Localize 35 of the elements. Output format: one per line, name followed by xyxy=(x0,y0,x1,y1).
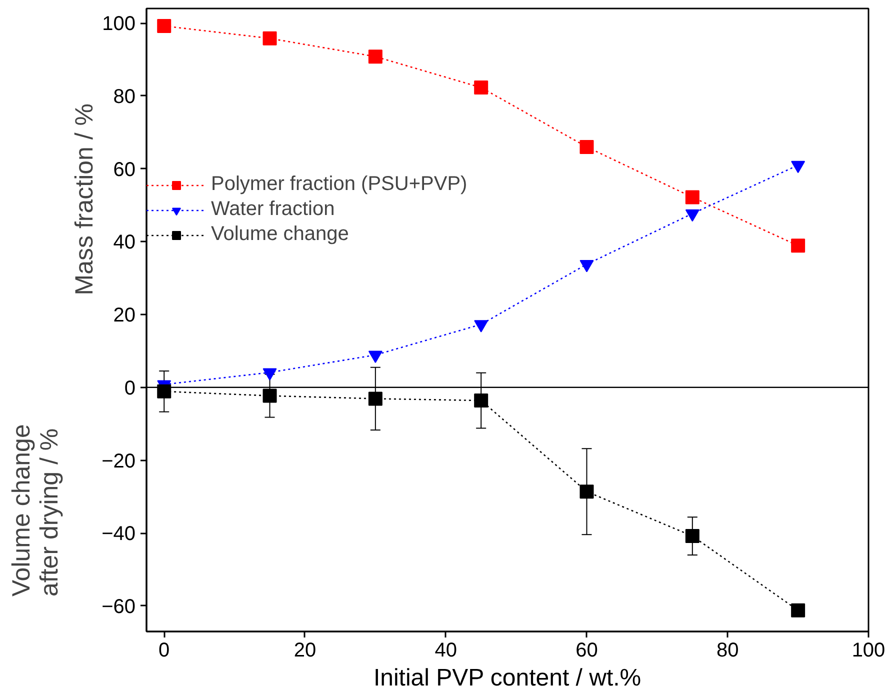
x-tick-label: 60 xyxy=(576,640,598,662)
legend-label: Polymer fraction (PSU+PVP) xyxy=(211,173,468,196)
point xyxy=(157,18,172,33)
y-axis-title: Mass fraction / % xyxy=(70,103,98,296)
point xyxy=(262,388,277,403)
y-tick-label: 80 xyxy=(113,86,136,108)
x-tick-label: 40 xyxy=(434,640,457,662)
y-tick-label: 20 xyxy=(113,304,136,327)
x-tick-label: 0 xyxy=(158,640,170,662)
y-tick-label: 0 xyxy=(124,377,136,400)
y-tick-label: −20 xyxy=(102,450,136,472)
point xyxy=(262,31,277,46)
point xyxy=(580,140,594,154)
x-tick-label: 20 xyxy=(294,640,316,662)
point xyxy=(685,190,700,204)
x-tick-label: 80 xyxy=(716,640,739,662)
legend-label: Volume change xyxy=(211,223,349,246)
point xyxy=(474,394,488,408)
point xyxy=(157,384,172,398)
point xyxy=(474,80,488,95)
point xyxy=(791,238,806,253)
y-tick-label: 100 xyxy=(102,13,136,36)
y-tick-label: −60 xyxy=(102,596,136,618)
x-axis-title: Initial PVP content / wt.% xyxy=(373,664,642,692)
x-tick-label: 100 xyxy=(852,640,886,662)
y-tick-label: 60 xyxy=(113,158,136,181)
point xyxy=(580,484,594,499)
text: Volume change after drying / % xyxy=(8,424,64,596)
point xyxy=(791,603,806,618)
y-tick-label: −40 xyxy=(102,523,136,546)
point xyxy=(368,392,382,406)
point xyxy=(685,529,700,544)
legend-label: Water fraction xyxy=(211,198,335,221)
point xyxy=(368,50,382,64)
y-tick-label: 40 xyxy=(113,232,136,254)
